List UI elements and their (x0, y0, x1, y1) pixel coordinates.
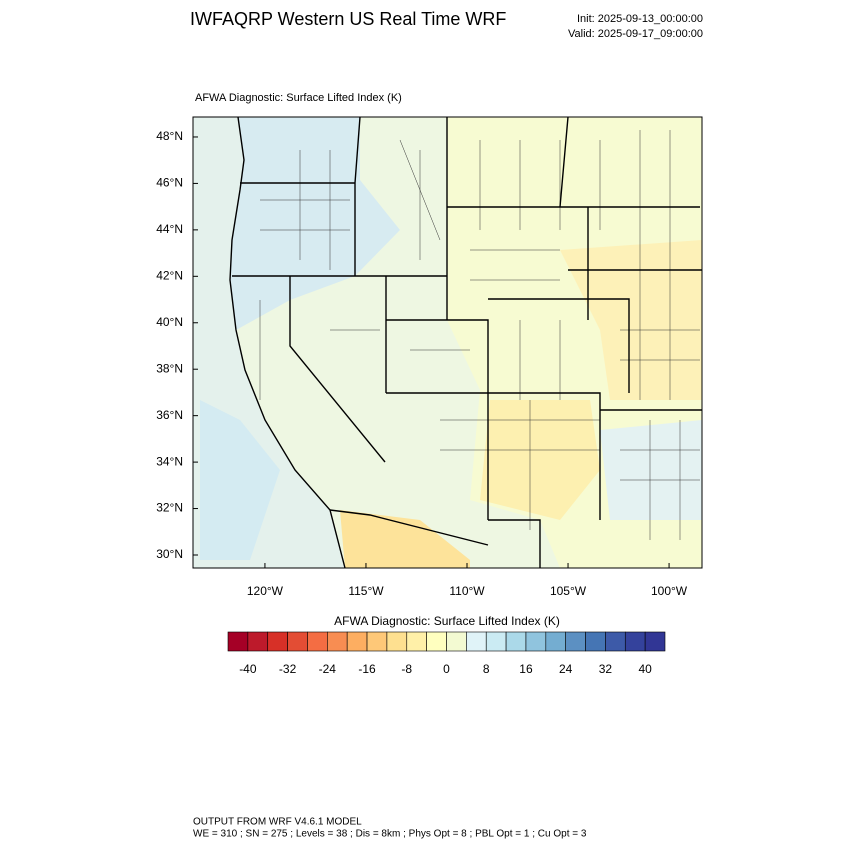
tx-field (600, 420, 702, 520)
x-tick-label: 100°W (651, 584, 688, 598)
colorbar-box (585, 631, 606, 652)
colorbar-box (485, 631, 507, 652)
colorbar-label: 40 (638, 662, 652, 676)
colorbar-box (644, 631, 666, 652)
y-tick-label: 36°N (156, 408, 183, 422)
title: IWFAQRP Western US Real Time WRF (190, 9, 506, 29)
colorbar-label: -16 (358, 662, 376, 676)
y-tick-label: 30°N (156, 547, 183, 561)
init-time: Init: 2025-09-13_00:00:00 (577, 13, 703, 25)
colorbar-box (227, 631, 249, 652)
x-tick-label: 115°W (348, 584, 384, 598)
blue-field (230, 117, 400, 330)
map (192, 116, 703, 569)
colorbar-label: 24 (559, 662, 573, 676)
colorbar-label: -40 (239, 662, 257, 676)
colorbar-box (327, 631, 348, 652)
x-tick-label: 110°W (449, 584, 485, 598)
colorbar-box (426, 631, 447, 652)
colorbar-box (605, 631, 626, 652)
colorbar-box (307, 631, 328, 652)
colorbar-label: 32 (599, 662, 613, 676)
colorbar-label: -32 (279, 662, 297, 676)
y-tick-label: 32°N (156, 501, 183, 515)
footer-line: OUTPUT FROM WRF V4.6.1 MODEL (193, 817, 362, 828)
colorbar-label: 8 (483, 662, 490, 676)
nm-field (480, 400, 600, 520)
az-field (340, 510, 470, 568)
y-tick-label: 44°N (156, 222, 183, 236)
map-title: AFWA Diagnostic: Surface Lifted Index (K… (195, 92, 402, 104)
valid-time: Valid: 2025-09-17_09:00:00 (568, 28, 703, 40)
colorbar-label: 16 (519, 662, 533, 676)
y-tick-label: 40°N (156, 315, 183, 329)
x-tick-label: 105°W (550, 584, 587, 598)
y-tick-label: 46°N (156, 176, 183, 190)
colorbar-box (624, 631, 646, 652)
y-tick-label: 38°N (156, 361, 183, 375)
colorbar-box (446, 631, 467, 652)
footer-line: WE = 310 ; SN = 275 ; Levels = 38 ; Dis … (193, 829, 587, 840)
colorbar-title: AFWA Diagnostic: Surface Lifted Index (K… (334, 614, 560, 628)
colorbar-box (466, 631, 487, 652)
colorbar-box (287, 631, 308, 652)
colorbar-box (366, 631, 388, 652)
y-tick-label: 48°N (156, 129, 183, 143)
colorbar-box (247, 631, 269, 652)
map-frame (192, 116, 703, 569)
colorbar-box (505, 631, 527, 652)
colorbar-box (525, 631, 547, 652)
colorbar-label: -24 (319, 662, 337, 676)
colorbar-box (545, 631, 566, 652)
y-tick-label: 34°N (156, 454, 183, 468)
colorbar-box (386, 631, 408, 652)
coastline (229, 117, 346, 568)
ocean-field (200, 400, 280, 560)
colorbar-label: 0 (443, 662, 450, 676)
x-tick-label: 120°W (247, 584, 284, 598)
colorbar-box (406, 631, 427, 652)
county-lines (259, 130, 700, 540)
colorbar-label: -8 (401, 662, 412, 676)
y-tick-label: 42°N (156, 268, 183, 282)
colorbar-box (346, 631, 368, 652)
state-borders (232, 117, 702, 568)
colorbar-box (565, 631, 586, 652)
colorbar-box (267, 631, 288, 652)
